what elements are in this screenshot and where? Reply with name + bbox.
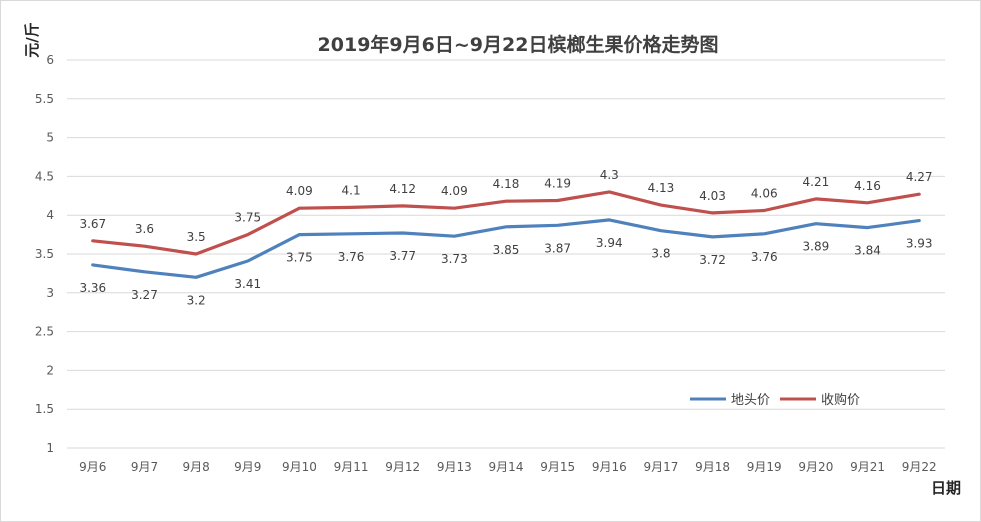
data-label-series-2: 4.21	[803, 175, 830, 189]
x-tick-label: 9月10	[282, 460, 317, 474]
data-label-series-2: 4.09	[441, 184, 468, 198]
x-tick-label: 9月13	[437, 460, 472, 474]
data-label-series-2: 4.06	[751, 187, 778, 201]
data-label-series-2: 4.03	[699, 189, 726, 203]
data-label-series-2: 4.12	[389, 182, 416, 196]
data-label-series-2: 4.13	[648, 181, 675, 195]
data-label-series-1: 3.27	[131, 288, 158, 302]
data-label-series-2: 4.16	[854, 179, 881, 193]
x-tick-label: 9月18	[695, 460, 730, 474]
data-label-series-1: 3.89	[803, 240, 830, 254]
data-label-series-2: 4.19	[544, 176, 571, 190]
chart-title: 2019年9月6日~9月22日槟榔生果价格走势图	[318, 33, 719, 56]
series-line-1	[91, 218, 921, 279]
y-tick-label: 5.5	[35, 92, 54, 106]
x-tick-label: 9月21	[850, 460, 885, 474]
series-line-2	[91, 190, 921, 256]
x-tick-label: 9月7	[131, 460, 158, 474]
data-label-series-1: 3.8	[651, 247, 670, 261]
y-tick-label: 3	[46, 286, 54, 300]
x-tick-label: 9月6	[79, 460, 106, 474]
data-label-series-1: 3.77	[389, 249, 416, 263]
data-label-series-1: 3.2	[187, 293, 206, 307]
x-tick-label: 9月12	[385, 460, 420, 474]
data-label-series-1: 3.36	[79, 281, 106, 295]
data-labels: 3.36 3.27 3.2 3.41 3.75 3.76 3.77 3.73 3.85 3.87 3…	[79, 168, 932, 307]
x-tick-label: 9月14	[489, 460, 524, 474]
data-label-series-2: 4.09	[286, 184, 313, 198]
data-label-series-1: 3.73	[441, 252, 468, 266]
data-label-series-2: 3.75	[234, 211, 261, 225]
x-tick-label: 9月9	[234, 460, 261, 474]
data-label-series-1: 3.76	[338, 250, 365, 264]
data-label-series-1: 3.87	[544, 241, 571, 255]
data-label-series-2: 4.3	[600, 168, 619, 182]
x-tick-label: 9月8	[182, 460, 209, 474]
y-tick-label: 2	[46, 363, 54, 377]
data-label-series-1: 3.94	[596, 236, 623, 250]
data-label-series-1: 3.41	[234, 277, 261, 291]
y-tick-label: 1	[46, 441, 54, 455]
x-tick-label: 9月20	[798, 460, 833, 474]
data-label-series-2: 3.5	[187, 230, 206, 244]
y-axis-title: 元/斤	[23, 22, 41, 57]
legend-label-series-2: 收购价	[821, 392, 860, 408]
y-tick-label: 3.5	[35, 247, 54, 261]
data-label-series-2: 4.1	[342, 183, 361, 197]
data-label-series-1: 3.93	[906, 237, 933, 251]
x-tick-label: 9月16	[592, 460, 627, 474]
y-tick-label: 4	[46, 208, 54, 222]
data-label-series-1: 3.85	[493, 243, 520, 257]
y-tick-label: 2.5	[35, 325, 54, 339]
x-tick-label: 9月15	[540, 460, 575, 474]
legend-label-series-1: 地头价	[731, 393, 770, 408]
grid-lines	[67, 59, 945, 449]
data-label-series-2: 4.27	[906, 170, 933, 184]
data-label-series-1: 3.84	[854, 244, 881, 258]
x-tick-label: 9月17	[643, 460, 678, 474]
y-tick-label: 6	[46, 53, 54, 67]
data-label-series-2: 4.18	[493, 177, 520, 191]
data-label-series-2: 3.67	[79, 217, 106, 231]
data-label-series-1: 3.76	[751, 250, 778, 264]
x-tick-label: 9月11	[334, 460, 369, 474]
x-tick-label: 9月19	[747, 460, 782, 474]
y-tick-label: 5	[46, 131, 54, 145]
y-tick-label: 4.5	[35, 169, 54, 183]
y-tick-label: 1.5	[35, 402, 54, 416]
series-lines	[91, 190, 921, 279]
legend: 地头价 收购价	[690, 392, 860, 408]
data-label-series-2: 3.6	[135, 222, 154, 236]
data-label-series-1: 3.72	[699, 253, 726, 267]
x-axis-title: 日期	[931, 479, 961, 497]
x-axis-ticks: 9月6 9月7 9月8 9月9 9月10 9月11 9月12 9月13 9月14 9月15 9月16…	[79, 460, 936, 474]
y-axis-ticks: 1 1.5 2 2.5 3 3.5 4 4.5 5 5.5 6	[35, 53, 54, 455]
x-tick-label: 9月22	[902, 460, 937, 474]
data-label-series-1: 3.75	[286, 251, 313, 265]
